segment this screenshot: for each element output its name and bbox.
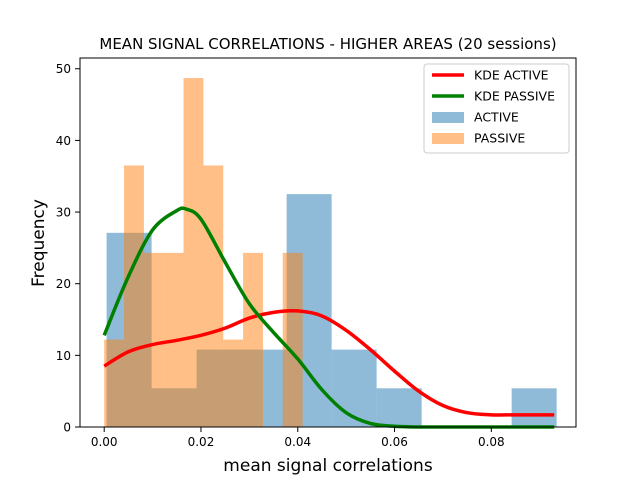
- x-axis-ticks: 0.00 0.02 0.04 0.06 0.08: [91, 427, 505, 449]
- bar-active-6: [376, 388, 422, 427]
- legend-swatch-active: [432, 112, 464, 123]
- x-tick-label: 0.02: [188, 435, 215, 449]
- bar-passive-7: [243, 252, 263, 427]
- bar-passive-6: [223, 339, 244, 427]
- x-tick-label: 0.06: [381, 435, 408, 449]
- bar-passive-2: [143, 252, 164, 427]
- bar-active-5: [331, 349, 377, 427]
- legend-swatch-passive: [432, 133, 464, 144]
- legend-label-passive: PASSIVE: [474, 131, 525, 146]
- chart-title: MEAN SIGNAL CORRELATIONS - HIGHER AREAS …: [99, 35, 556, 53]
- bar-passive-5: [203, 165, 224, 428]
- x-tick-label: 0.08: [478, 435, 505, 449]
- y-tick-label: 20: [56, 277, 71, 291]
- y-tick-label: 50: [56, 62, 71, 76]
- x-tick-label: 0.00: [91, 435, 118, 449]
- line-kde-active: [103, 308, 555, 417]
- bar-passive-4: [183, 78, 204, 427]
- legend: KDE ACTIVE KDE PASSIVE ACTIVE PASSIVE: [423, 63, 570, 154]
- y-axis-label: Frequency: [29, 199, 49, 287]
- legend-label-kde-active: KDE ACTIVE: [474, 68, 549, 83]
- y-tick-label: 30: [56, 206, 71, 220]
- y-tick-label: 10: [56, 349, 71, 363]
- y-tick-label: 0: [63, 421, 71, 435]
- legend-label-active: ACTIVE: [474, 110, 519, 125]
- plot-frame: [79, 57, 577, 428]
- bar-passive-0: [104, 339, 125, 427]
- legend-box: [423, 63, 570, 154]
- bar-active-9: [511, 388, 557, 427]
- bar-passive-9: [282, 252, 303, 427]
- x-axis-label: mean signal correlations: [223, 456, 433, 476]
- x-tick-label: 0.04: [284, 435, 311, 449]
- y-tick-label: 40: [56, 134, 71, 148]
- y-axis-ticks: 0 10 20 30 40 50: [56, 62, 80, 435]
- bar-passive-1: [124, 165, 144, 428]
- legend-label-kde-passive: KDE PASSIVE: [474, 89, 555, 104]
